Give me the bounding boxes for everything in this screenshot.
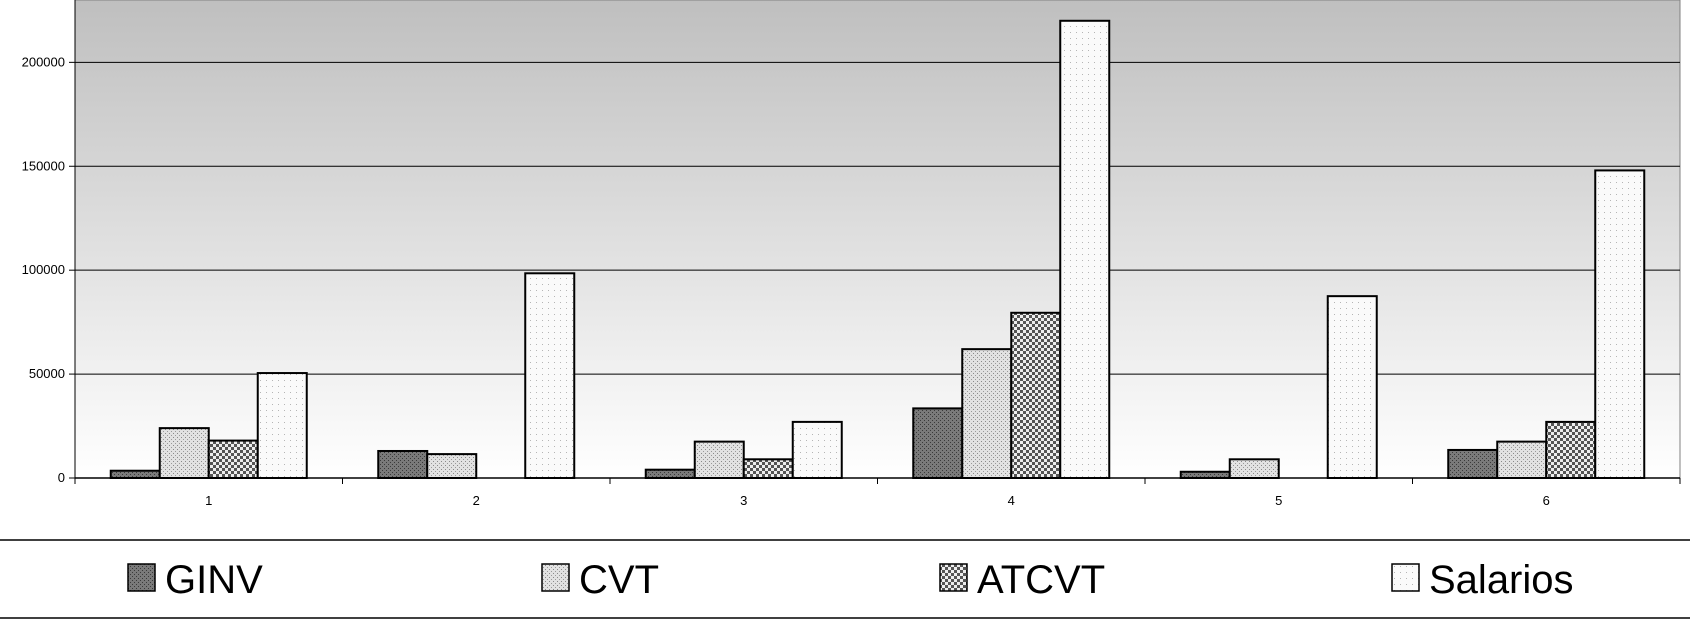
bar-cvt-4 [961, 348, 1013, 479]
bar-salarios-4 [1059, 19, 1111, 479]
x-tick-label: 1 [205, 493, 212, 508]
bar-cvt-5 [1228, 458, 1280, 480]
legend-swatch-atcvt [939, 563, 968, 592]
y-tick-label: 100000 [22, 262, 65, 277]
bar-ginv-4 [912, 407, 964, 480]
bar-salarios-5 [1326, 295, 1378, 479]
legend-label-atcvt: ATCVT [977, 558, 1105, 602]
legend-label-cvt: CVT [579, 558, 659, 602]
bar-cvt-2 [426, 453, 478, 480]
bar-atcvt-6 [1545, 420, 1597, 480]
bar-atcvt-3 [742, 458, 794, 480]
x-tick-label: 3 [740, 493, 747, 508]
bar-cvt-1 [158, 427, 210, 479]
y-tick-label: 0 [58, 470, 65, 485]
bar-ginv-2 [377, 449, 429, 479]
bar-ginv-5 [1179, 470, 1231, 480]
bar-salarios-2 [524, 272, 576, 479]
legend-swatch-salarios [1391, 563, 1420, 592]
x-tick-label: 2 [473, 493, 480, 508]
y-tick-label: 200000 [22, 54, 65, 69]
y-tick-label: 50000 [29, 366, 65, 381]
legend-swatch-cvt [541, 563, 570, 592]
bar-ginv-3 [644, 468, 696, 479]
legend-label-ginv: GINV [165, 558, 263, 602]
bar-salarios-1 [256, 372, 308, 479]
bar-ginv-1 [109, 469, 161, 479]
x-tick-label: 6 [1543, 493, 1550, 508]
bar-salarios-6 [1594, 169, 1646, 479]
plot-area [74, 0, 1681, 479]
gridlines [75, 61, 1680, 375]
bar-cvt-6 [1496, 440, 1548, 479]
bar-atcvt-4 [1010, 311, 1062, 479]
legend-swatch-ginv [127, 563, 156, 592]
bar-cvt-3 [693, 440, 745, 479]
bar-ginv-6 [1447, 448, 1499, 480]
plot-background [74, 0, 1681, 479]
bar-atcvt-1 [207, 439, 259, 480]
bar-salarios-3 [791, 420, 843, 480]
legend-label-salarios: Salarios [1429, 558, 1574, 602]
x-tick-label: 4 [1008, 493, 1015, 508]
tick-labels: 0 50000 100000 150000 200000 1 2 3 4 5 6 [22, 54, 1681, 508]
x-tick-label: 5 [1275, 493, 1282, 508]
legend: GINV CVT ATCVT Salarios [0, 539, 1690, 619]
y-tick-label: 150000 [22, 158, 65, 173]
